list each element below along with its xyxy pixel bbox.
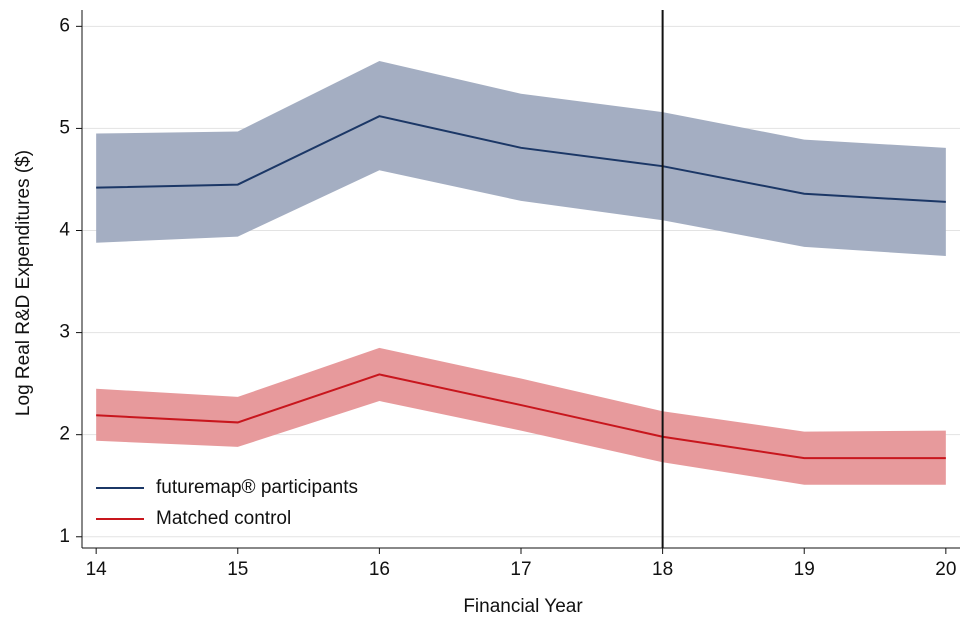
x-tick-label: 19: [794, 559, 815, 580]
y-tick-label: 3: [59, 322, 70, 343]
x-tick-label: 16: [369, 559, 390, 580]
y-tick-label: 2: [59, 424, 70, 445]
y-tick-label: 6: [59, 15, 70, 36]
y-axis-label: Log Real R&D Expenditures ($): [13, 150, 34, 416]
series-line: [96, 115, 946, 203]
y-tick-label: 5: [59, 117, 70, 138]
series-line: [96, 373, 946, 460]
x-tick-label: 15: [227, 559, 248, 580]
x-tick-label: 18: [652, 559, 673, 580]
x-tick-label: 20: [935, 559, 956, 580]
x-axis-label: Financial Year: [463, 596, 583, 617]
x-tick-label: 17: [510, 559, 531, 580]
x-tick-label: 14: [86, 559, 108, 580]
confidence-band: [96, 61, 946, 257]
y-tick-label: 1: [59, 526, 70, 547]
legend-label: futuremap® participants: [156, 477, 358, 498]
y-tick-label: 4: [59, 220, 70, 241]
confidence-band: [96, 347, 946, 485]
legend-label: Matched control: [156, 508, 291, 529]
